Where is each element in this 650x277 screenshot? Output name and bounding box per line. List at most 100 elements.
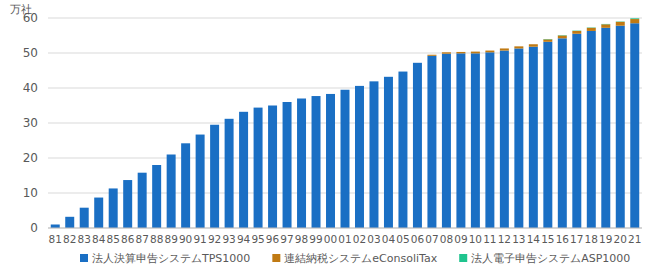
x-tick-label: 17 [570,233,583,245]
bar-segment [239,111,248,112]
x-tick-label: 18 [585,233,598,245]
x-tick-label: 95 [251,233,264,245]
bar-segment [297,98,306,99]
legend-swatch [80,254,88,262]
chart-container: 0102030405060万社8182838485868788899091929… [0,0,650,277]
legend-label: 法人決算申告システムTPS1000 [92,252,250,265]
bar-segment [239,112,248,228]
bar-segment [442,52,451,53]
bar-segment [398,72,407,228]
x-tick-label: 97 [280,233,293,245]
x-tick-label: 92 [208,233,221,245]
y-tick-label: 40 [23,81,38,95]
bar-segment [181,143,190,144]
bar-segment [456,51,465,52]
x-tick-label: 84 [92,233,106,245]
bar-segment [384,76,393,77]
x-tick-label: 13 [512,233,525,245]
bar-segment [312,96,321,97]
bar-segment [283,102,292,103]
x-tick-label: 08 [440,233,453,245]
x-tick-label: 06 [411,233,425,245]
bar-segment [341,89,350,90]
bar-segment [239,111,248,112]
bar-segment [152,165,161,166]
bar-segment [65,216,74,217]
bar-segment [427,56,436,228]
x-tick-label: 11 [483,233,496,245]
bar-segment [471,53,480,228]
bar-segment [427,54,436,55]
x-tick-label: 96 [266,233,280,245]
x-tick-label: 81 [49,233,62,245]
x-tick-label: 99 [309,233,322,245]
bar-segment [65,216,74,217]
y-tick-label: 30 [23,116,38,130]
bar-segment [181,143,190,228]
x-tick-label: 12 [498,233,511,245]
bar-segment [369,81,378,82]
x-tick-label: 09 [454,233,467,245]
bar-segment [65,217,74,228]
bar-segment [51,224,60,225]
bar-segment [471,52,480,54]
x-tick-label: 16 [556,233,570,245]
bar-segment [254,107,263,108]
bar-segment [558,36,567,39]
bar-segment [572,31,581,34]
bar-segment [485,51,494,53]
bar-segment [601,23,610,24]
y-tick-label: 20 [23,151,38,165]
y-tick-label: 50 [23,46,38,60]
bar-segment [369,81,378,82]
bar-segment [572,34,581,228]
y-axis-label: 万社 [10,3,32,16]
bar-segment [283,102,292,228]
bar-segment [109,188,118,189]
x-tick-label: 15 [541,233,554,245]
grid-line [48,18,642,19]
x-tick-label: 03 [367,233,380,245]
bar-segment [123,180,132,228]
bar-segment [398,71,407,72]
x-tick-label: 04 [382,233,396,245]
bar-segment [268,105,277,106]
bar-segment [543,39,552,40]
legend-label: 法人電子申告システムASP1000 [471,252,630,265]
bar-segment [94,197,103,198]
bar-segment [51,225,60,229]
bar-segment [225,118,234,119]
x-tick-label: 85 [107,233,120,245]
x-tick-label: 86 [121,233,135,245]
x-tick-label: 91 [193,233,206,245]
bar-segment [326,93,335,94]
x-tick-label: 94 [237,233,251,245]
bar-segment [210,124,219,125]
bar-segment [529,44,538,46]
legend-label: 連結納税システムeConsoliTax [284,252,437,265]
bar-segment [514,48,523,228]
bar-segment [210,124,219,125]
x-tick-label: 07 [425,233,438,245]
bar-segment [572,30,581,31]
bar-segment [587,27,596,28]
legend-swatch [272,254,280,262]
x-axis-line [48,228,642,229]
bar-segment [616,21,625,22]
bar-segment [442,54,451,228]
y-tick-label: 10 [23,186,38,200]
bar-segment [312,96,321,97]
bar-segment [297,99,306,229]
y-tick-label: 0 [30,221,38,235]
bar-segment [196,134,205,135]
bar-segment [630,23,639,228]
x-tick-label: 05 [396,233,409,245]
bar-segment [355,86,364,228]
bar-segment [616,22,625,26]
bar-segment [485,50,494,51]
bar-segment [138,173,147,228]
bar-segment [196,134,205,135]
bar-segment [529,44,538,45]
bar-segment [587,28,596,31]
bars [51,18,639,228]
